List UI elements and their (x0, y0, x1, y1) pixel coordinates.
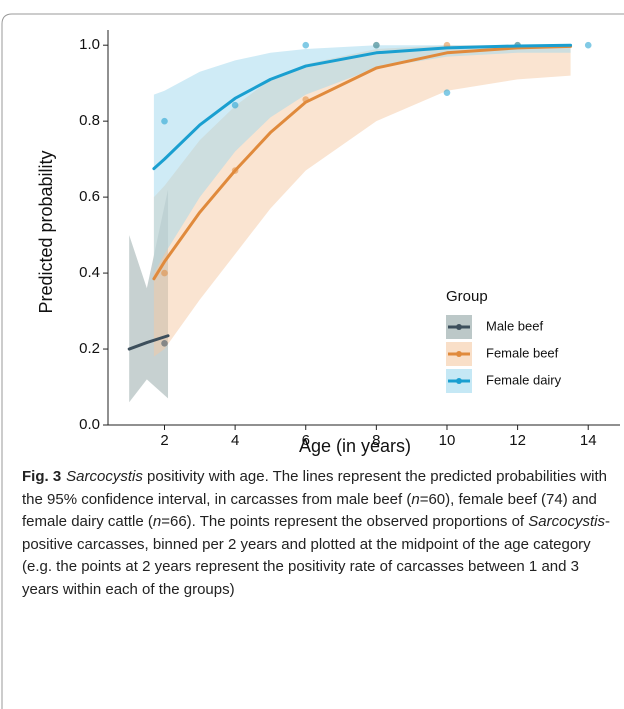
caption-text: =66). The points represent the observed … (161, 513, 529, 531)
x-tick-label: 10 (439, 432, 456, 449)
y-axis-title: Predicted probability (36, 150, 56, 313)
observed-point (161, 340, 168, 347)
y-tick-label: 0.0 (79, 416, 100, 433)
chart: Age (in years) Predicted probability 0.0… (36, 30, 620, 456)
observed-point (373, 41, 380, 49)
observed-point (443, 89, 451, 96)
x-tick-label: 6 (302, 432, 310, 449)
caption-text: Fig. 3 (22, 468, 62, 485)
caption-text: positivity with age. The lines represent… (22, 468, 607, 508)
confidence-band (153, 45, 571, 274)
x-tick-label: 12 (509, 432, 526, 449)
figure-caption: Fig. 3 Sarcocystis positivity with age. T… (22, 466, 614, 602)
legend-title: Group (446, 288, 488, 305)
legend-label: Male beef (486, 318, 543, 333)
x-tick-label: 8 (372, 432, 380, 449)
y-tick-label: 0.4 (79, 264, 100, 281)
y-tick-label: 1.0 (79, 36, 100, 53)
fit-line (152, 44, 573, 281)
y-tick-label: 0.2 (79, 340, 100, 357)
x-tick-label: 14 (580, 432, 597, 449)
observed-point (302, 41, 310, 49)
caption-text: n (411, 490, 420, 508)
legend-label: Female dairy (486, 372, 562, 387)
caption-text: -positive carcasses, binned per 2 years … (22, 513, 610, 598)
x-tick-label: 2 (160, 432, 168, 449)
y-tick-label: 0.8 (79, 112, 100, 129)
fit-line (152, 43, 573, 171)
x-axis-title: Age (in years) (299, 436, 411, 456)
legend-dot (456, 378, 462, 384)
caption-text: n (152, 513, 162, 531)
observed-point (231, 101, 239, 109)
observed-point (584, 41, 592, 49)
y-tick-label: 0.6 (79, 188, 100, 205)
fit-line (127, 334, 170, 351)
legend-dot (456, 351, 462, 357)
caption-text: =60), female beef (74) and female dairy … (22, 490, 597, 531)
frame-border (1, 13, 624, 709)
legend-label: Female beef (486, 345, 559, 360)
caption-text: Sarcocystis (66, 468, 143, 485)
observed-point (161, 117, 168, 125)
observed-point (161, 269, 168, 277)
caption-text: Sarcocystis (528, 513, 605, 531)
x-tick-label: 4 (231, 432, 239, 449)
legend-dot (456, 324, 462, 330)
